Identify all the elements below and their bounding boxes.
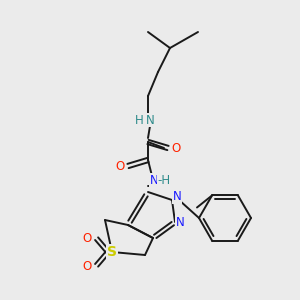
- Text: -H: -H: [158, 173, 171, 187]
- Text: N: N: [146, 113, 154, 127]
- Text: O: O: [82, 260, 91, 272]
- Text: N: N: [150, 173, 158, 187]
- Text: S: S: [107, 245, 117, 259]
- Text: O: O: [116, 160, 124, 172]
- Text: N: N: [176, 215, 184, 229]
- Text: O: O: [82, 232, 91, 244]
- Text: H: H: [135, 113, 143, 127]
- Text: O: O: [171, 142, 181, 154]
- Text: N: N: [172, 190, 182, 203]
